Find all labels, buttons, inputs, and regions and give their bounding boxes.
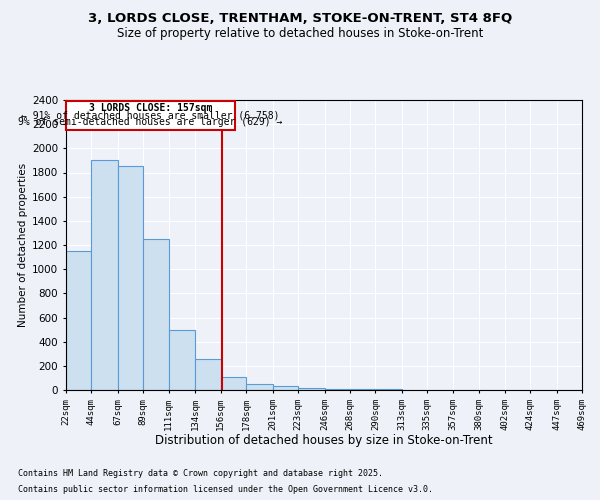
Bar [246,384,272,390]
Bar [298,388,325,390]
Y-axis label: Number of detached properties: Number of detached properties [18,163,28,327]
Text: 3 LORDS CLOSE: 157sqm: 3 LORDS CLOSE: 157sqm [89,103,212,113]
Text: Size of property relative to detached houses in Stoke-on-Trent: Size of property relative to detached ho… [117,28,483,40]
Bar [118,166,143,390]
X-axis label: Distribution of detached houses by size in Stoke-on-Trent: Distribution of detached houses by size … [155,434,493,447]
Bar [169,330,195,390]
Bar [195,358,221,390]
Bar [221,376,246,390]
Text: ← 91% of detached houses are smaller (6,758): ← 91% of detached houses are smaller (6,… [21,110,280,120]
Text: Contains HM Land Registry data © Crown copyright and database right 2025.: Contains HM Land Registry data © Crown c… [18,468,383,477]
Bar [66,251,91,390]
Text: 3, LORDS CLOSE, TRENTHAM, STOKE-ON-TRENT, ST4 8FQ: 3, LORDS CLOSE, TRENTHAM, STOKE-ON-TRENT… [88,12,512,26]
Text: 9% of semi-detached houses are larger (629) →: 9% of semi-detached houses are larger (6… [18,118,283,128]
Bar [91,160,118,390]
Bar [325,389,350,390]
Bar [143,239,169,390]
Bar [66,100,235,130]
Bar [272,386,298,390]
Text: Contains public sector information licensed under the Open Government Licence v3: Contains public sector information licen… [18,485,433,494]
